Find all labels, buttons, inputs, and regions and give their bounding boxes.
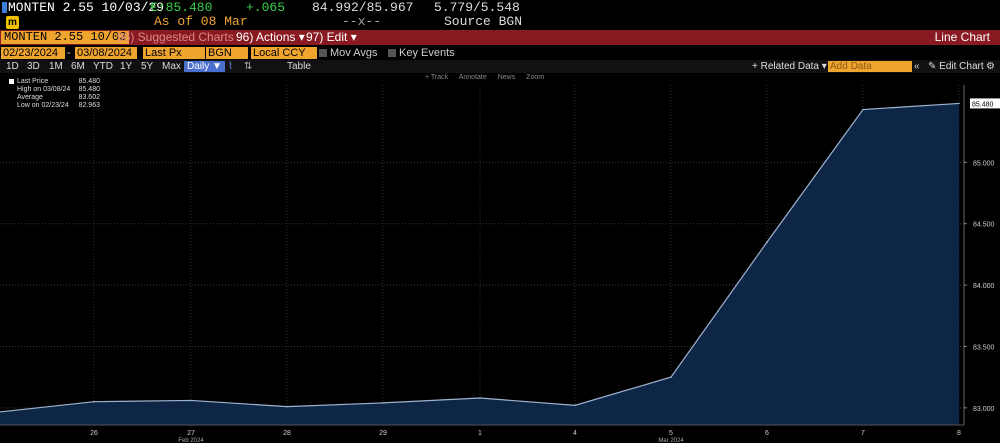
data-point	[862, 108, 864, 111]
y-tick-label: 84.000	[973, 283, 995, 290]
edit-menu[interactable]: 97) Edit ▾	[306, 30, 357, 44]
gear-icon[interactable]: ⚙	[986, 61, 995, 72]
data-point	[286, 405, 288, 408]
x-tick-label: 7	[861, 430, 865, 437]
period-5y[interactable]: 5Y	[141, 61, 154, 72]
security-name[interactable]: MONTEN 2.55 10/03/29	[8, 0, 165, 15]
legend-label: Last Price	[17, 78, 49, 85]
key-events-checkbox[interactable]	[388, 49, 396, 57]
period-max[interactable]: Max	[162, 61, 181, 72]
news-tool[interactable]: News	[497, 74, 516, 81]
x-tick-label: 6	[765, 430, 769, 437]
range-bar: 1D 3D 1M 6M YTD 1Y 5Y Max Daily ▼ ⌇ ⇅ Ta…	[0, 60, 1000, 73]
bloomberg-m-icon[interactable]: m	[6, 16, 19, 29]
last-price: €↑85.480	[150, 0, 213, 15]
legend-label: High on 03/08/24	[17, 86, 71, 93]
legend-value: 83.602	[78, 94, 100, 101]
edit-chart-label: Edit Chart	[939, 61, 984, 72]
y-tick-label: 84.500	[973, 222, 995, 229]
data-point	[93, 400, 95, 403]
data-point	[190, 399, 192, 402]
x-tick-label: 27	[187, 430, 195, 437]
legend-last-price: Last Price 85.480	[7, 78, 100, 86]
track-tool[interactable]: + Track	[425, 74, 449, 81]
key-events-label: Key Events	[399, 47, 455, 59]
data-point	[670, 376, 672, 378]
last-price-box	[970, 98, 1000, 109]
chart-legend: Last Price 85.480 High on 03/08/24 85.48…	[7, 78, 100, 110]
collapse-icon[interactable]: «	[914, 61, 920, 72]
data-point	[574, 404, 576, 407]
function-bar: MONTEN 2.55 10/03 96) Suggested Charts 9…	[0, 30, 1000, 45]
bid-ask: 84.992/85.967	[312, 0, 414, 15]
month-label: Mar 2024	[658, 438, 684, 443]
price-field-select[interactable]: Last Px	[143, 47, 205, 59]
period-6m[interactable]: 6M	[71, 61, 85, 72]
related-data-button[interactable]: + Related Data ▾	[752, 61, 827, 72]
size-indicator: --x--	[342, 14, 382, 29]
yields: 5.779/5.548	[434, 0, 520, 15]
y-tick-label: 85.000	[973, 160, 995, 167]
data-point	[958, 102, 960, 105]
x-tick-label: 1	[478, 430, 482, 437]
end-date-field[interactable]: 03/08/2024	[75, 47, 137, 59]
legend-value: 82.963	[78, 102, 100, 109]
currency-select[interactable]: Local CCY	[251, 47, 317, 59]
x-tick-label: 4	[573, 430, 577, 437]
mov-avgs-label: Mov Avgs	[330, 47, 378, 59]
last-price-label: 85.480	[972, 101, 994, 108]
data-point	[479, 397, 481, 399]
mov-avgs-checkbox[interactable]	[319, 49, 327, 57]
x-tick-label: 5	[669, 430, 673, 437]
chart-controls: 02/23/2024 - 03/08/2024 Last Px BGN Loca…	[0, 45, 1000, 60]
add-data-input[interactable]: Add Data	[828, 61, 912, 72]
price-change: +.065	[246, 0, 286, 15]
x-tick-label: 26	[90, 430, 98, 437]
table-button[interactable]: Table	[287, 61, 311, 72]
zoom-tool[interactable]: Zoom	[526, 74, 545, 81]
chart-tools: + Track Annotate News Zoom	[425, 74, 553, 81]
x-tick-label: 28	[283, 430, 291, 437]
period-1m[interactable]: 1M	[49, 61, 63, 72]
actions-menu[interactable]: 96) Actions ▾	[236, 30, 305, 44]
legend-average: Average 83.602	[7, 94, 100, 102]
month-label: Feb 2024	[178, 438, 204, 443]
as-of-date: As of 08 Mar	[154, 14, 248, 29]
annotate-tool[interactable]: Annotate	[458, 74, 487, 81]
suggested-charts-button[interactable]: 96) Suggested Charts	[117, 30, 234, 44]
y-tick-label: 83.500	[973, 344, 995, 351]
chart-type-icon[interactable]: ⇅	[244, 61, 253, 72]
period-3d[interactable]: 3D	[27, 61, 40, 72]
quote-header: MONTEN 2.55 10/03/29 €↑85.480 +.065 84.9…	[0, 0, 1000, 30]
date-separator: -	[67, 47, 71, 59]
edit-chart-button[interactable]: ✎ Edit Chart	[928, 61, 984, 72]
price-area	[0, 103, 959, 425]
period-1y[interactable]: 1Y	[120, 61, 133, 72]
legend-low: Low on 02/23/24 82.963	[7, 102, 100, 110]
ticker-marker	[2, 2, 7, 13]
source-label: Source BGN	[444, 14, 523, 29]
x-tick-label: 8	[957, 430, 961, 437]
frequency-select[interactable]: Daily ▼	[184, 61, 225, 72]
legend-value: 85.480	[78, 78, 100, 85]
source-field[interactable]: BGN	[206, 47, 248, 59]
legend-high: High on 03/08/24 85.480	[7, 86, 100, 94]
legend-label: Low on 02/23/24	[17, 102, 69, 109]
x-tick-label: 29	[379, 430, 387, 437]
data-point	[382, 402, 384, 404]
data-point	[766, 241, 768, 243]
chart-kind-title: Line Chart	[934, 30, 990, 44]
legend-marker	[9, 79, 14, 84]
security-short[interactable]: MONTEN 2.55 10/03	[1, 31, 130, 44]
legend-label: Average	[17, 94, 43, 101]
legend-value: 85.480	[78, 86, 100, 93]
price-chart[interactable]: 83.000 83.500 84.000 84.500 85.000 85.480 26 27…	[0, 73, 1000, 443]
period-1d[interactable]: 1D	[6, 61, 19, 72]
line-chart-icon[interactable]: ⌇	[228, 61, 233, 72]
period-ytd[interactable]: YTD	[93, 61, 113, 72]
y-tick-label: 83.000	[973, 406, 995, 413]
start-date-field[interactable]: 02/23/2024	[1, 47, 65, 59]
